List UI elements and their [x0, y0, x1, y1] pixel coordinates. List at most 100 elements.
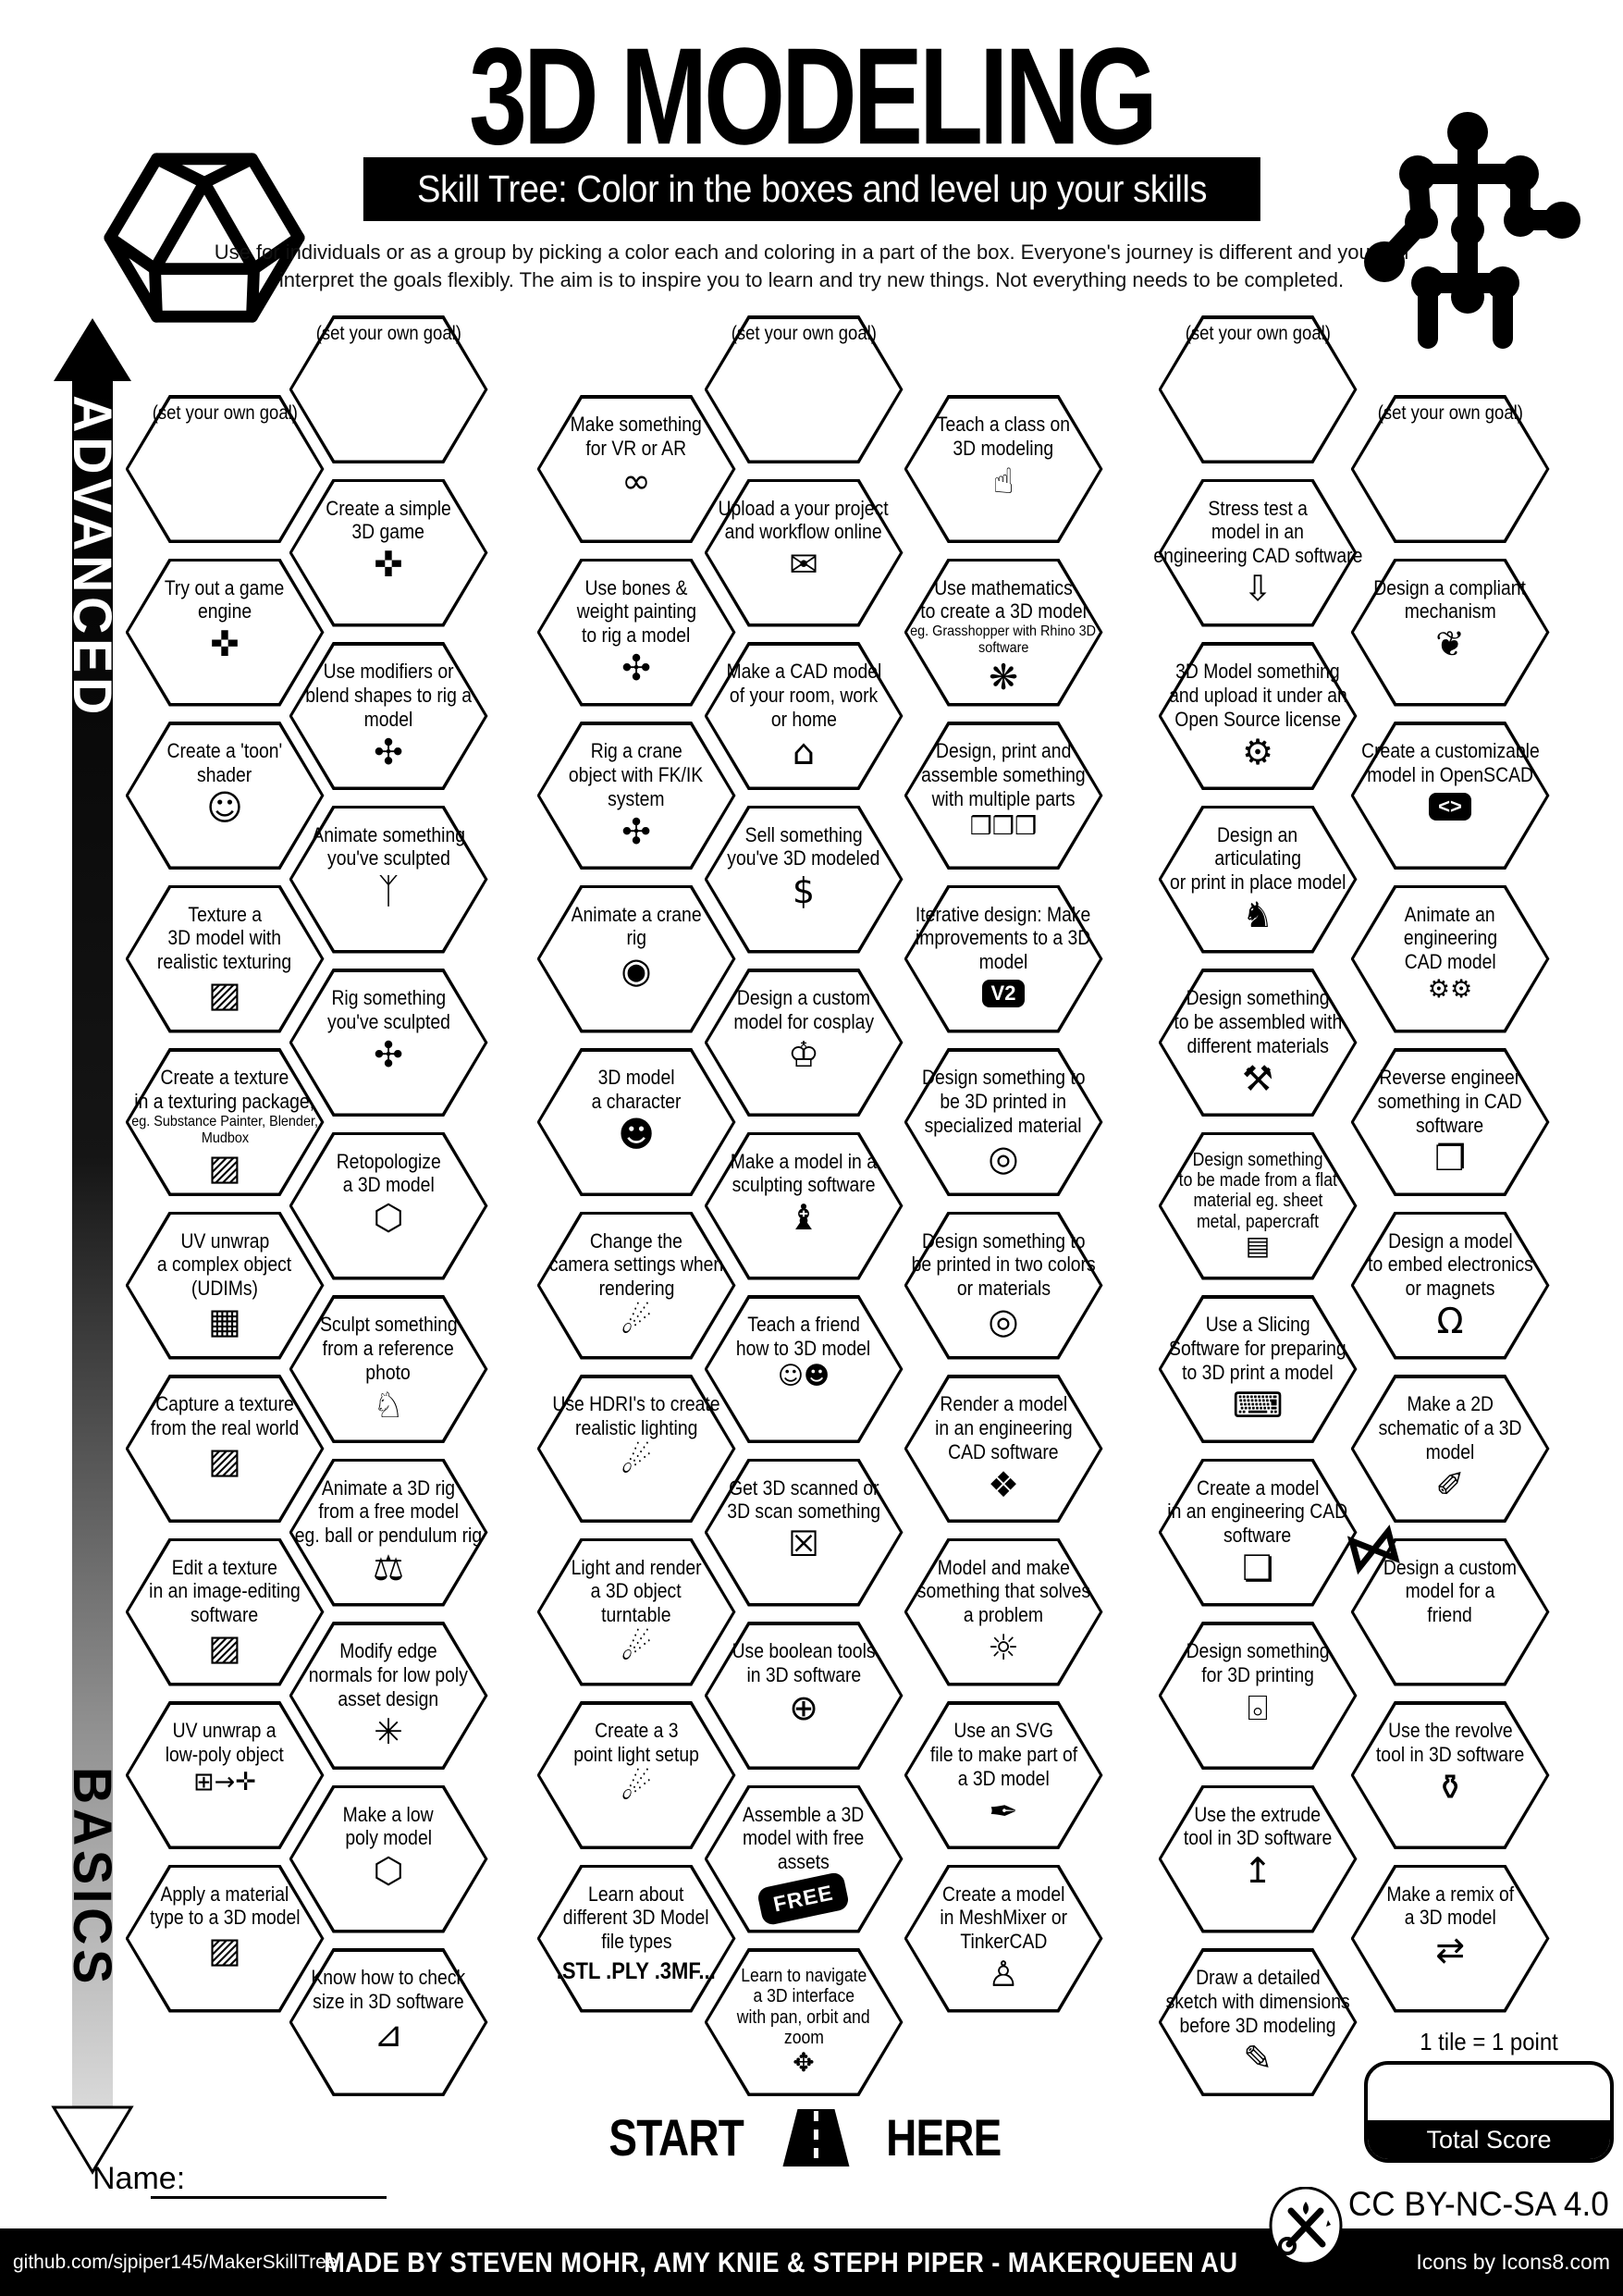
extrude-icon: ↥ — [1243, 1850, 1273, 1892]
total-score-bar: Total Score — [1368, 2120, 1610, 2159]
hex-fill — [1354, 888, 1546, 1030]
hex-light-and-render-a-3d-object-turntable[interactable]: Light and render a 3D object turntable ☄ — [536, 1537, 736, 1686]
hex-uv-unwrap-a-complex-object-udims[interactable]: UV unwrap a complex object (UDIMs) ▦ — [125, 1211, 325, 1360]
hex-create-a-model-in-an-engineering-cad-software[interactable]: Create a model in an engineering CAD softw… — [1158, 1458, 1358, 1607]
hex-make-a-cad-model-of-your-room-work-or-home[interactable]: Make a CAD model of your room, work or hom… — [704, 642, 904, 790]
hex-label-line: Create a model — [941, 1882, 1065, 1906]
hex-create-a-customizable-model-in-openscad[interactable]: Create a customizable model in OpenSCAD <> — [1350, 722, 1550, 870]
hex-label-line: in an engineering CAD — [1167, 1500, 1348, 1524]
hex-label-line: model with free — [743, 1826, 865, 1850]
hex-try-out-a-game-engine[interactable]: Try out a game engine ✜ — [125, 558, 325, 707]
hex-3d-model-a-character[interactable]: 3D model a character ☻ — [536, 1048, 736, 1196]
hex-design-something-to-be-assembled-with-different-[interactable]: Design something to be assembled with diff… — [1158, 969, 1358, 1117]
hex-create-a-simple-3d-game[interactable]: Create a simple 3D game ✜ — [289, 478, 488, 627]
hex-fill — [540, 562, 732, 703]
teach-friends-icon: ☺☻ — [777, 1361, 830, 1390]
hex-use-boolean-tools-in-3d-software[interactable]: Use boolean tools in 3D software ⊕ — [704, 1622, 904, 1770]
ruler-icon: ⊿ — [374, 2013, 403, 2055]
hex-use-the-revolve-tool-in-3d-software[interactable]: Use the revolve tool in 3D software ⚱ — [1350, 1701, 1550, 1849]
hex-use-the-extrude-tool-in-3d-software[interactable]: Use the extrude tool in 3D software ↥ — [1158, 1784, 1358, 1933]
hex-make-a-2d-schematic-of-a-3d-model[interactable]: Make a 2D schematic of a 3D model ✐ — [1350, 1375, 1550, 1523]
hex-design-a-compliant-mechanism[interactable]: Design a compliant mechanism ❦ — [1350, 558, 1550, 707]
hex-design-something-to-be-printed-in-two-colors-or-[interactable]: Design something to be printed in two col… — [904, 1211, 1103, 1360]
hex-make-a-low-poly-model[interactable]: Make a low poly model ⬡ — [289, 1784, 488, 1933]
hex-capture-a-texture-from-the-real-world[interactable]: Capture a texture from the real world ▨ — [125, 1375, 325, 1523]
hex-get-3d-scanned-or-3d-scan-something[interactable]: Get 3D scanned or 3D scan something ☒ — [704, 1458, 904, 1607]
hex-content: Create a customizable model in OpenSCAD <> — [1351, 722, 1550, 870]
hex-teach-a-class-on-3d-modeling[interactable]: Teach a class on 3D modeling ☝ — [904, 395, 1103, 543]
hex-animate-an-engineering-cad-model[interactable]: Animate an engineering CAD model ⚙⚙ — [1350, 884, 1550, 1033]
hex-learn-to-navigate-a-3d-interface-with-pan-orbit-[interactable]: Learn to navigate a 3D interface with pan,… — [704, 1948, 904, 2096]
hex-use-a-slicing-software-for-preparing-to-3d-print[interactable]: Use a Slicing Software for preparing to 3D… — [1158, 1295, 1358, 1443]
hex-label-line: realistic lighting — [574, 1415, 698, 1439]
hex-draw-a-detailed-sketch-with-dimensions-before-3d[interactable]: Draw a detailed sketch with dimensions bef… — [1158, 1948, 1358, 2096]
hex-set-your-own-goal[interactable]: (set your own goal) — [289, 315, 488, 463]
hex-animate-something-you-ve-sculpted[interactable]: Animate something you've sculpted ᛉ — [289, 805, 488, 954]
hex-retopologize-a-3d-model[interactable]: Retopologize a 3D model ⬡ — [289, 1131, 488, 1280]
hex-design-an-articulating-or-print-in-place-model[interactable]: Design an articulating or print in place m… — [1158, 805, 1358, 954]
walking-person-icon: ᛉ — [377, 870, 400, 912]
hex-render-a-model-in-an-engineering-cad-software[interactable]: Render a model in an engineering CAD softw… — [904, 1375, 1103, 1523]
footer-icons8-link[interactable]: Icons by Icons8.com — [1416, 2250, 1610, 2274]
hex-sell-something-you-ve-3d-modeled[interactable]: Sell something you've 3D modeled $ — [704, 805, 904, 954]
footer-github-link[interactable]: github.com/sjpiper145/MakerSkillTree — [13, 2251, 338, 2273]
hex-set-your-own-goal[interactable]: (set your own goal) — [125, 395, 325, 543]
hex-use-bones-weight-painting-to-rig-a-model[interactable]: Use bones & weight painting to rig a model… — [536, 558, 736, 707]
hex-uv-unwrap-a-low-poly-object[interactable]: UV unwrap a low-poly object ⊞→✛ — [125, 1701, 325, 1849]
hex-design-print-and-assemble-something-with-multipl[interactable]: Design, print and assemble something with … — [904, 722, 1103, 870]
hex-modify-edge-normals-for-low-poly-asset-design[interactable]: Modify edge normals for low poly asset des… — [289, 1622, 488, 1770]
hex-set-your-own-goal[interactable]: (set your own goal) — [1350, 395, 1550, 543]
hex-create-a-model-in-meshmixer-or-tinkercad[interactable]: Create a model in MeshMixer or TinkerCAD ♙ — [904, 1864, 1103, 2013]
hex-design-something-to-be-made-from-a-flat-material[interactable]: Design something to be made from a flat ma… — [1158, 1131, 1358, 1280]
hex-make-something-for-vr-or-ar[interactable]: Make something for VR or AR ∞ — [536, 395, 736, 543]
hex-content: Know how to check size in 3D software ⊿ — [289, 1948, 488, 2096]
hex-use-hdri-s-to-create-realistic-lighting[interactable]: Use HDRI's to create realistic lighting ☄ — [536, 1375, 736, 1523]
hex-upload-a-your-project-and-workflow-online[interactable]: Upload a your project and workflow online… — [704, 478, 904, 627]
hex-assemble-a-3d-model-with-free-assets[interactable]: Assemble a 3D model with free assets FREE — [704, 1784, 904, 1933]
hex-label-line: something that solves — [916, 1579, 1090, 1603]
hex-make-a-remix-of-a-3d-model[interactable]: Make a remix of a 3D model ⇄ — [1350, 1864, 1550, 2013]
hex-animate-a-crane-rig[interactable]: Animate a crane rig ◉ — [536, 884, 736, 1033]
hex-set-your-own-goal[interactable]: (set your own goal) — [704, 315, 904, 463]
hex-set-your-own-goal[interactable]: (set your own goal) — [1158, 315, 1358, 463]
hex-model-and-make-something-that-solves-a-problem[interactable]: Model and make something that solves a pro… — [904, 1537, 1103, 1686]
hex-iterative-design-make-improvements-to-a-3d-model[interactable]: Iterative design: Make improvements to a … — [904, 884, 1103, 1033]
hex-fill — [707, 809, 900, 950]
hex-sculpt-something-from-a-reference-photo[interactable]: Sculpt something from a reference photo ♘ — [289, 1295, 488, 1443]
total-score-box[interactable]: Total Score — [1364, 2061, 1614, 2163]
hex-label-line: Iterative design: Make — [916, 902, 1091, 926]
hex-create-a-3-point-light-setup[interactable]: Create a 3 point light setup ☄ — [536, 1701, 736, 1849]
hex-rig-a-crane-object-with-fk-ik-system[interactable]: Rig a crane object with FK/IK system ✣ — [536, 722, 736, 870]
hex-reverse-engineer-something-in-cad-software[interactable]: Reverse engineer something in CAD software… — [1350, 1048, 1550, 1196]
hex-design-a-custom-model-for-a-friend[interactable]: Design a custom model for a friend ⋈ — [1337, 1510, 1550, 1686]
name-fill-line[interactable] — [151, 2196, 387, 2199]
hex-edit-a-texture-in-an-image-editing-software[interactable]: Edit a texture in an image-editing softwar… — [125, 1537, 325, 1686]
hex-make-a-model-in-a-sculpting-software[interactable]: Make a model in a sculpting software ♝ — [704, 1131, 904, 1280]
hex-apply-a-material-type-to-a-3d-model[interactable]: Apply a material type to a 3D model ▨ — [125, 1864, 325, 2013]
hex-design-something-for-3d-printing[interactable]: Design something for 3D printing ⌻ — [1158, 1622, 1358, 1770]
hex-design-something-to-be-3d-printed-in-specialized[interactable]: Design something to be 3D printed in speci… — [904, 1048, 1103, 1196]
hex-texture-a-3d-model-with-realistic-texturing[interactable]: Texture a 3D model with realistic texturin… — [125, 884, 325, 1033]
hex-create-a-toon-shader[interactable]: Create a 'toon' shader ☺ — [125, 722, 325, 870]
hex-design-a-custom-model-for-cosplay[interactable]: Design a custom model for cosplay ♔ — [704, 969, 904, 1117]
hex-teach-a-friend-how-to-3d-model[interactable]: Teach a friend how to 3D model ☺☻ — [704, 1295, 904, 1443]
hex-use-mathematics-to-create-a-3d-model[interactable]: Use mathematics to create a 3D model eg. G… — [904, 558, 1103, 707]
hex-change-the-camera-settings-when-rendering[interactable]: Change the camera settings when rendering ☄ — [536, 1211, 736, 1360]
hex-stress-test-a-model-in-an-engineering-cad-softwa[interactable]: Stress test a model in an engineering CAD … — [1153, 478, 1362, 627]
hex-design-a-model-to-embed-electronics-or-magnets[interactable]: Design a model to embed electronics or mag… — [1350, 1211, 1550, 1360]
hex-3d-model-something-and-upload-it-under-an-open-s[interactable]: 3D Model something and upload it under an… — [1158, 642, 1358, 790]
hex-label-line: Edit a texture — [171, 1555, 278, 1579]
hex-use-modifiers-or-blend-shapes-to-rig-a-model[interactable]: Use modifiers or blend shapes to rig a mod… — [289, 642, 488, 790]
hex-label-line: from the real world — [150, 1415, 300, 1439]
body-scan-icon: ☒ — [787, 1524, 820, 1565]
hex-use-an-svg-file-to-make-part-of-a-3d-model[interactable]: Use an SVG file to make part of a 3D model… — [904, 1701, 1103, 1849]
hex-create-a-texture-in-a-texturing-package[interactable]: Create a texture in a texturing package, e… — [125, 1048, 325, 1196]
hex-know-how-to-check-size-in-3d-software[interactable]: Know how to check size in 3D software ⊿ — [289, 1948, 488, 2096]
camera-icon: ◉ — [621, 950, 652, 992]
hex-fill — [292, 971, 485, 1114]
hex-rig-something-you-ve-sculpted[interactable]: Rig something you've sculpted ✣ — [289, 969, 488, 1117]
hex-content: Use HDRI's to create realistic lighting ☄ — [537, 1375, 736, 1523]
hex-animate-a-3d-rig-from-a-free-model-eg-ball-or-pe[interactable]: Animate a 3D rig from a free model eg. bal… — [289, 1458, 488, 1607]
hex-learn-about-different-3d-model-file-types[interactable]: Learn about different 3D Model file types.… — [536, 1864, 736, 2013]
hex-label-line: Try out a game — [165, 575, 285, 599]
